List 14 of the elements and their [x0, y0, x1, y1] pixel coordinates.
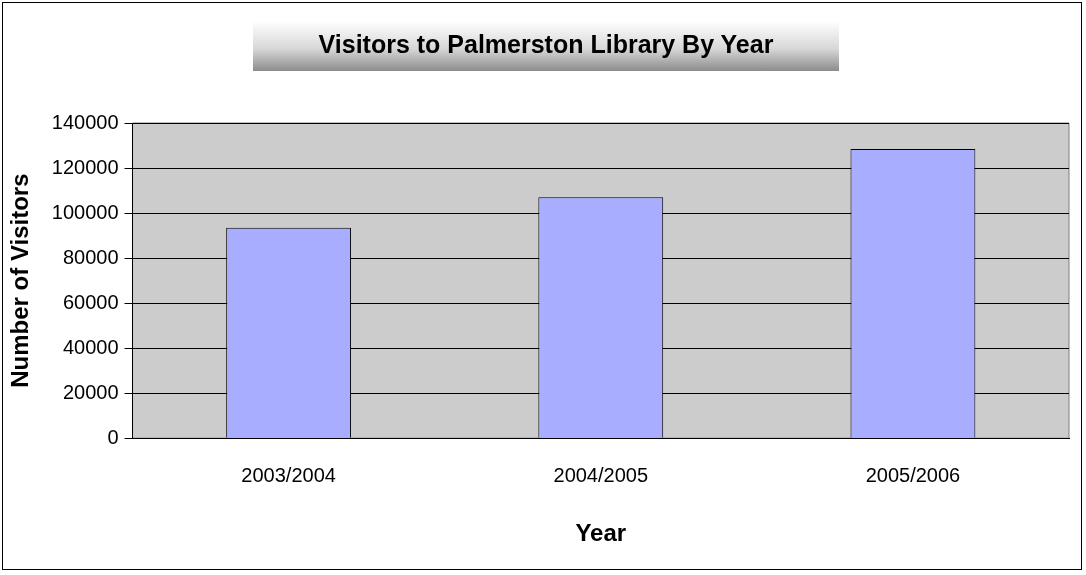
y-tick-label: 140000 — [51, 110, 119, 133]
y-tick-label: 100000 — [51, 200, 119, 223]
y-tick-label: 80000 — [62, 245, 119, 268]
x-axis-title: Year — [575, 519, 627, 547]
y-tick-label: 0 — [107, 425, 119, 448]
chart-title: Visitors to Palmerston Library By Year — [253, 21, 839, 71]
y-tick-label: 40000 — [62, 335, 119, 358]
y-tick-label: 120000 — [51, 155, 119, 178]
x-tick-label: 2005/2006 — [865, 463, 961, 486]
x-tick-label: 2003/2004 — [241, 463, 336, 486]
y-tick-label: 60000 — [62, 290, 119, 313]
y-axis-title: Number of Visitors — [6, 173, 34, 388]
y-tick-label: 20000 — [62, 380, 119, 403]
x-tick-label: 2004/2005 — [553, 463, 649, 486]
